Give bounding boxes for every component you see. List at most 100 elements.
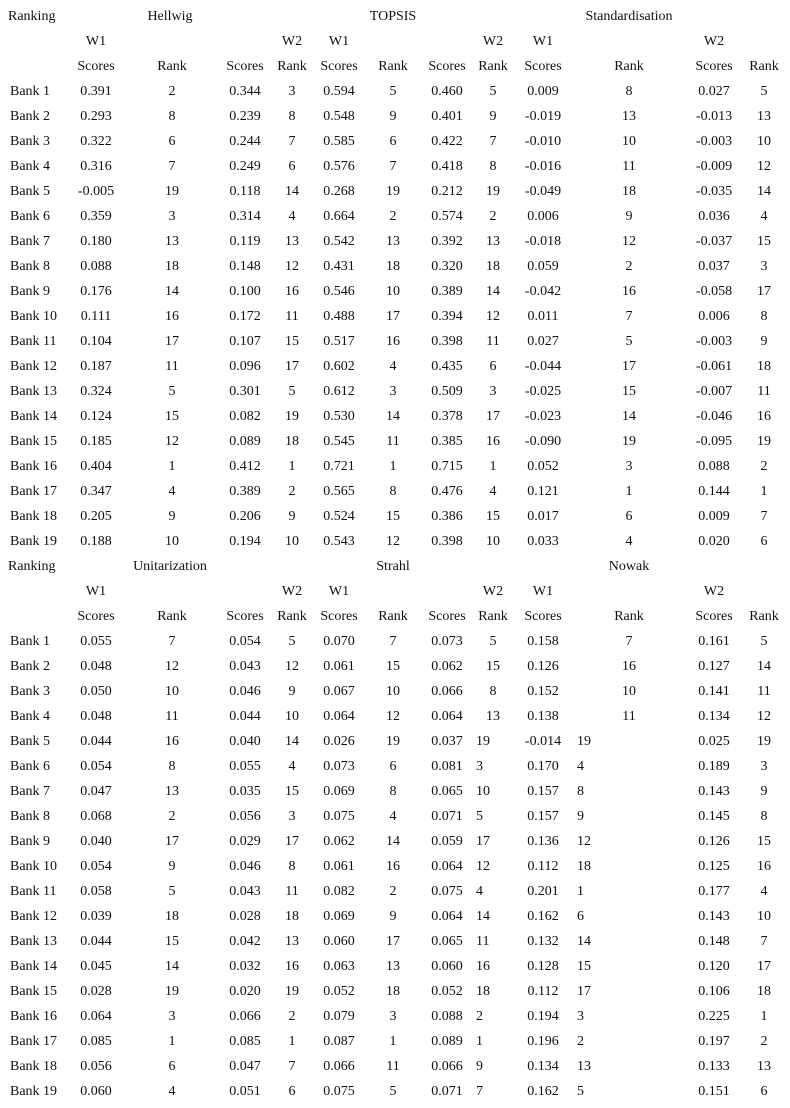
cell: 10 <box>486 534 500 549</box>
cell: 0.344 <box>229 84 261 99</box>
cell: 0.132 <box>527 934 559 949</box>
cell: 1 <box>490 459 497 474</box>
cell: 0.293 <box>80 109 112 124</box>
cell: 8 <box>390 784 397 799</box>
row-label: Bank 2 <box>10 109 50 124</box>
cell: 19 <box>486 184 500 199</box>
cell: 0.398 <box>431 534 463 549</box>
row-label: Bank 6 <box>10 209 50 224</box>
cell: 0.064 <box>323 709 355 724</box>
cell: 6 <box>761 1084 768 1099</box>
cell: -0.013 <box>696 109 732 124</box>
cell: 14 <box>285 734 299 749</box>
row-label: Bank 1 <box>10 84 50 99</box>
cell: -0.046 <box>696 409 732 424</box>
row-label: Bank 2 <box>10 659 50 674</box>
method-header: Standardisation <box>585 9 672 24</box>
cell: 0.530 <box>323 409 355 424</box>
cell: 5 <box>761 634 768 649</box>
cell: 0.418 <box>431 159 463 174</box>
cell: 0.422 <box>431 134 463 149</box>
cell: 13 <box>486 709 500 724</box>
cell: 1 <box>761 484 768 499</box>
cell: 0.044 <box>229 709 261 724</box>
row-label: Bank 8 <box>10 809 50 824</box>
cell: 1 <box>577 884 584 899</box>
column-header: Scores <box>77 59 114 74</box>
cell: 17 <box>165 334 179 349</box>
cell: 0.056 <box>229 809 261 824</box>
cell: 6 <box>490 359 497 374</box>
cell: 0.205 <box>80 509 112 524</box>
cell: 0.194 <box>527 1009 559 1024</box>
row-label: Bank 1 <box>10 634 50 649</box>
column-header: Rank <box>478 59 508 74</box>
cell: 0.121 <box>527 484 559 499</box>
method-header: Unitarization <box>133 559 207 574</box>
cell: 15 <box>165 409 179 424</box>
cell: 18 <box>757 359 771 374</box>
cell: 18 <box>165 909 179 924</box>
cell: 0.096 <box>229 359 261 374</box>
cell: -0.016 <box>525 159 561 174</box>
cell: 17 <box>757 959 771 974</box>
cell: 0.180 <box>80 234 112 249</box>
cell: 0.524 <box>323 509 355 524</box>
column-header: Rank <box>157 59 187 74</box>
cell: 4 <box>761 209 768 224</box>
cell: 3 <box>626 459 633 474</box>
cell: 15 <box>386 659 400 674</box>
cell: 16 <box>757 409 771 424</box>
cell: 0.574 <box>431 209 463 224</box>
cell: 0.065 <box>431 784 463 799</box>
cell: 0.189 <box>698 759 730 774</box>
row-label: Bank 3 <box>10 134 50 149</box>
cell: 0.509 <box>431 384 463 399</box>
cell: -0.035 <box>696 184 732 199</box>
cell: 0.359 <box>80 209 112 224</box>
cell: 9 <box>490 109 497 124</box>
cell: 12 <box>476 859 490 874</box>
cell: 8 <box>169 759 176 774</box>
cell: 0.138 <box>527 709 559 724</box>
cell: 5 <box>761 84 768 99</box>
row-label: Bank 5 <box>10 734 50 749</box>
cell: 0.225 <box>698 1009 730 1024</box>
cell: 16 <box>386 859 400 874</box>
cell: 0.060 <box>431 959 463 974</box>
cell: 1 <box>289 459 296 474</box>
cell: 0.125 <box>698 859 730 874</box>
cell: 0.585 <box>323 134 355 149</box>
cell: 0.036 <box>698 209 730 224</box>
cell: 0.064 <box>431 709 463 724</box>
cell: 0.079 <box>323 1009 355 1024</box>
cell: 17 <box>577 984 591 999</box>
column-header: Rank <box>614 609 644 624</box>
cell: 0.543 <box>323 534 355 549</box>
cell: 10 <box>285 709 299 724</box>
cell: 8 <box>577 784 584 799</box>
cell: 0.391 <box>80 84 112 99</box>
cell: 0.067 <box>323 684 355 699</box>
cell: 7 <box>761 509 768 524</box>
cell: 0.052 <box>431 984 463 999</box>
cell: 0.576 <box>323 159 355 174</box>
cell: 10 <box>165 684 179 699</box>
weight-header: W1 <box>533 584 553 599</box>
cell: 0.435 <box>431 359 463 374</box>
cell: 15 <box>165 934 179 949</box>
cell: 0.068 <box>80 809 112 824</box>
cell: 0.020 <box>229 984 261 999</box>
cell: -0.009 <box>696 159 732 174</box>
cell: 8 <box>289 109 296 124</box>
cell: 6 <box>626 509 633 524</box>
cell: 0.126 <box>527 659 559 674</box>
column-header: Scores <box>695 59 732 74</box>
cell: 0.206 <box>229 509 261 524</box>
cell: 0.073 <box>431 634 463 649</box>
cell: 0.268 <box>323 184 355 199</box>
cell: 0.124 <box>80 409 112 424</box>
cell: 0.152 <box>527 684 559 699</box>
cell: 3 <box>289 84 296 99</box>
